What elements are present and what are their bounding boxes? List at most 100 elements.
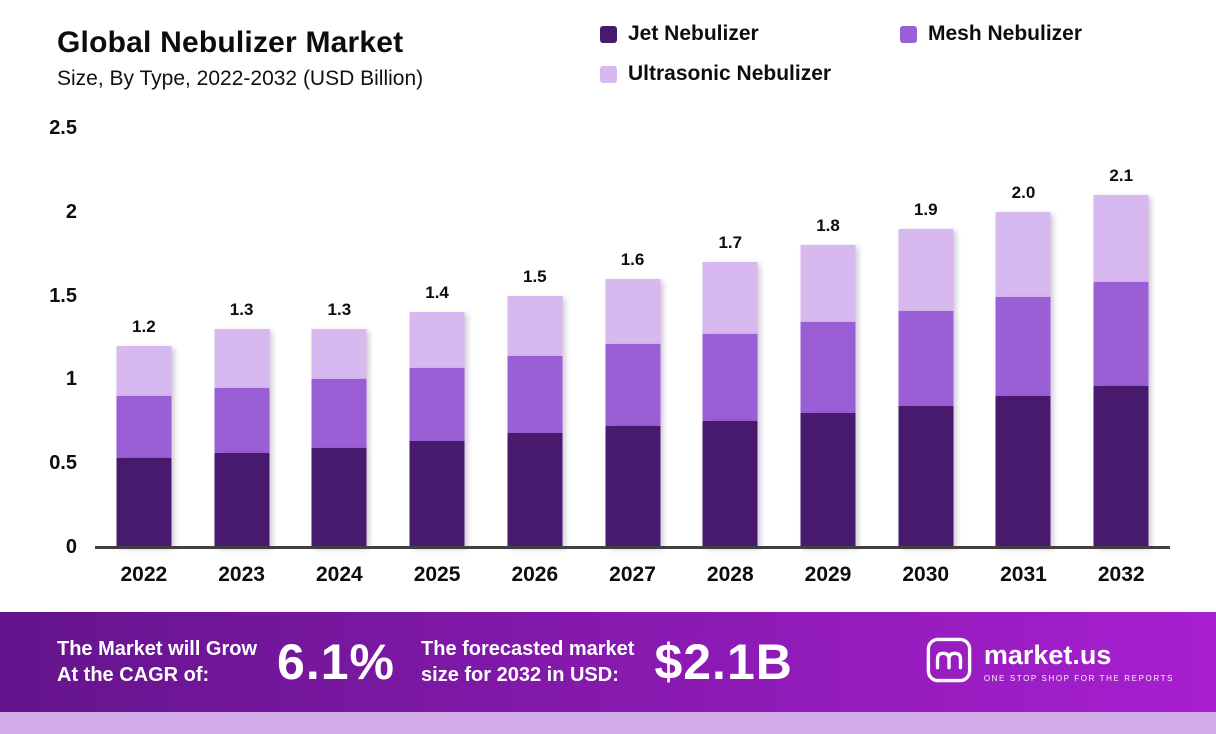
brand-tagline: ONE STOP SHOP FOR THE REPORTS xyxy=(983,673,1174,683)
title-block: Global Nebulizer Market Size, By Type, 2… xyxy=(57,26,423,91)
x-axis-line xyxy=(95,546,1170,549)
legend-swatch xyxy=(900,25,917,43)
bar-segment-ultrasonic-nebulizer xyxy=(800,245,856,323)
bar-segment-mesh-nebulizer xyxy=(605,344,661,427)
y-tick-label: 0 xyxy=(65,536,77,558)
bar-segment-ultrasonic-nebulizer xyxy=(1093,195,1149,283)
bar-segment-jet-nebulizer xyxy=(702,421,758,547)
y-tick-label: 1.5 xyxy=(49,284,77,307)
legend: Jet Nebulizer Mesh Nebulizer Ultrasonic … xyxy=(600,22,1180,86)
forecast-label-line2: size for 2032 in USD: xyxy=(421,664,619,686)
y-tick-label: 2 xyxy=(65,200,77,223)
bar-stack xyxy=(702,128,758,547)
bar-stack xyxy=(1093,128,1149,547)
legend-swatch xyxy=(600,65,617,83)
bar-segment-jet-nebulizer xyxy=(898,406,954,547)
brand-text: market.us ONE STOP SHOP FOR THE REPORTS xyxy=(983,639,1174,683)
forecast-label: The forecasted market size for 2032 in U… xyxy=(421,636,634,688)
x-axis-label: 2024 xyxy=(315,563,363,586)
x-axis-label: 2026 xyxy=(511,563,559,586)
plot-area: 1.2 2022 1.3 2023 1.3 2024 1.4 2025 1.5 2026 1.6 20… xyxy=(49,117,1170,586)
bars-row: 1.2 2022 1.3 2023 1.3 2024 1.4 2025 1.5 2026 1.6 20… xyxy=(95,128,1170,586)
legend-label: Ultrasonic Nebulizer xyxy=(628,62,832,85)
bar-segment-ultrasonic-nebulizer xyxy=(995,211,1051,298)
bar-segment-jet-nebulizer xyxy=(116,458,172,547)
legend-label: Mesh Nebulizer xyxy=(928,22,1083,45)
bar-segment-jet-nebulizer xyxy=(605,426,661,547)
bar-segment-ultrasonic-nebulizer xyxy=(507,295,563,356)
x-axis-label: 2029 xyxy=(804,563,852,586)
bar-stack xyxy=(800,128,856,547)
bar-column: 1.3 2023 xyxy=(193,128,291,586)
bar-column: 1.3 2024 xyxy=(290,128,388,586)
bar-column: 2.1 2032 xyxy=(1072,128,1170,586)
bar-column: 2.0 2031 xyxy=(975,128,1073,586)
bar-total-label: 1.2 xyxy=(132,316,156,336)
brand-name: market.us xyxy=(983,639,1112,670)
bar-segment-mesh-nebulizer xyxy=(1093,282,1149,387)
bar-total-label: 1.9 xyxy=(913,199,938,219)
x-axis-label: 2023 xyxy=(218,563,265,586)
bar-stack xyxy=(409,128,465,547)
bar-segment-mesh-nebulizer xyxy=(311,379,367,449)
bar-stack xyxy=(311,128,367,547)
x-axis-label: 2032 xyxy=(1097,563,1145,586)
cagr-value: 6.1% xyxy=(277,634,396,690)
bar-column: 1.8 2029 xyxy=(779,128,877,586)
bar-segment-mesh-nebulizer xyxy=(702,334,758,422)
legend-item-jet-nebulizer: Jet Nebulizer xyxy=(600,22,900,46)
bar-column: 1.9 2030 xyxy=(877,128,975,586)
bar-column: 1.4 2025 xyxy=(388,128,486,586)
bar-column: 1.5 2026 xyxy=(486,128,584,586)
bar-stack xyxy=(898,128,954,547)
bar-segment-jet-nebulizer xyxy=(507,433,563,547)
bar-segment-mesh-nebulizer xyxy=(409,367,465,442)
bar-segment-jet-nebulizer xyxy=(995,396,1051,547)
bar-segment-ultrasonic-nebulizer xyxy=(898,228,954,311)
cagr-label: The Market will Grow At the CAGR of: xyxy=(57,636,257,688)
forecast-value: $2.1B xyxy=(654,634,793,690)
banner-bottom-strip xyxy=(0,712,1216,734)
x-axis-label: 2027 xyxy=(609,563,656,586)
cagr-label-line1: The Market will Grow xyxy=(57,638,258,660)
bar-total-label: 1.6 xyxy=(620,249,645,269)
legend-item-mesh-nebulizer: Mesh Nebulizer xyxy=(900,22,1180,46)
bar-total-label: 1.3 xyxy=(327,300,352,320)
brand-block: market.us ONE STOP SHOP FOR THE REPORTS xyxy=(926,637,1174,688)
bar-total-label: 2.0 xyxy=(1011,182,1036,202)
bar-segment-ultrasonic-nebulizer xyxy=(311,329,367,380)
bar-segment-ultrasonic-nebulizer xyxy=(116,345,172,397)
bar-segment-mesh-nebulizer xyxy=(898,310,954,407)
bar-column: 1.2 2022 xyxy=(95,128,193,586)
bar-stack xyxy=(995,128,1051,547)
bar-segment-ultrasonic-nebulizer xyxy=(702,262,758,335)
bar-total-label: 1.7 xyxy=(718,233,743,253)
y-tick-label: 0.5 xyxy=(49,452,77,475)
bar-segment-ultrasonic-nebulizer xyxy=(214,329,270,388)
chart-subtitle: Size, By Type, 2022-2032 (USD Billion) xyxy=(57,67,424,90)
bar-segment-jet-nebulizer xyxy=(1093,386,1149,547)
banner: The Market will Grow At the CAGR of: 6.1… xyxy=(0,612,1216,712)
bar-stack xyxy=(116,128,172,547)
bar-segment-mesh-nebulizer xyxy=(214,387,270,454)
bar-segment-mesh-nebulizer xyxy=(800,322,856,413)
bar-segment-jet-nebulizer xyxy=(214,453,270,547)
legend-label: Jet Nebulizer xyxy=(628,22,759,45)
cagr-label-line2: At the CAGR of: xyxy=(57,664,210,686)
x-axis-label: 2031 xyxy=(1000,563,1047,586)
x-axis-label: 2030 xyxy=(902,563,950,586)
legend-swatch xyxy=(600,25,617,43)
market-us-logo-icon xyxy=(926,637,972,688)
bar-segment-jet-nebulizer xyxy=(800,412,856,547)
x-axis-label: 2022 xyxy=(120,563,168,586)
bar-total-label: 1.8 xyxy=(816,216,840,236)
bar-column: 1.6 2027 xyxy=(584,128,682,586)
bar-column: 1.7 2028 xyxy=(681,128,779,586)
forecast-label-line1: The forecasted market xyxy=(421,638,635,660)
bar-total-label: 1.3 xyxy=(229,300,254,320)
bar-stack xyxy=(214,128,270,547)
legend-item-ultrasonic-nebulizer: Ultrasonic Nebulizer xyxy=(600,62,900,86)
bar-total-label: 1.4 xyxy=(425,283,449,303)
bar-stack xyxy=(507,128,563,547)
